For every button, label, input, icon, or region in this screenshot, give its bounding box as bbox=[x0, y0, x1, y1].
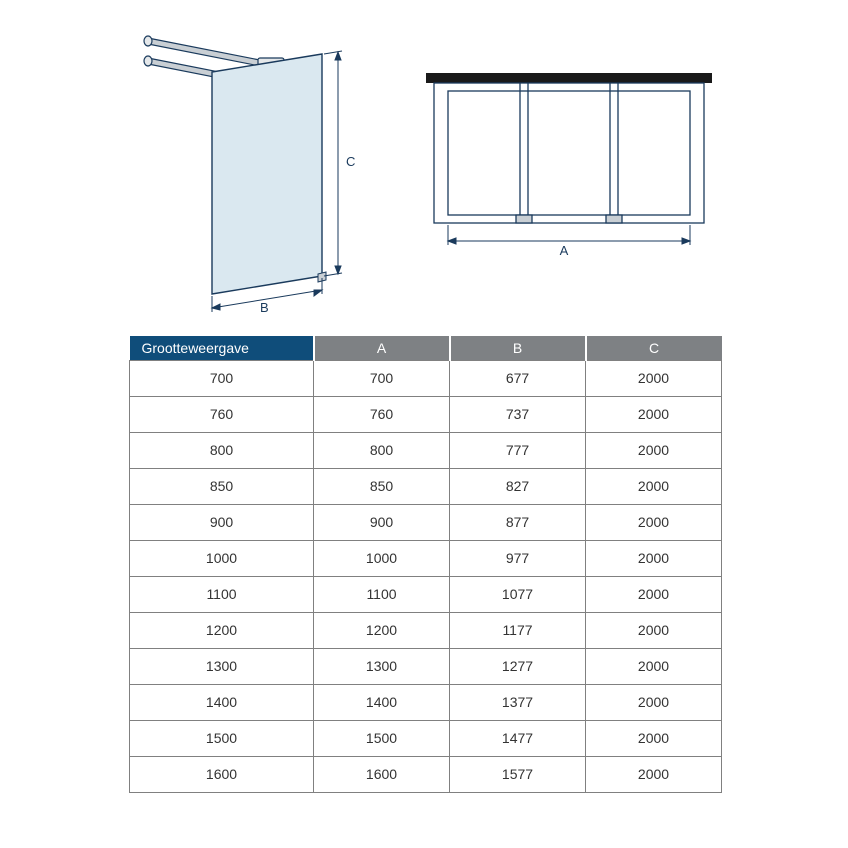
table-cell: 1077 bbox=[450, 576, 586, 612]
table-cell: 1400 bbox=[130, 684, 314, 720]
table-cell: 2000 bbox=[586, 540, 722, 576]
table-row: 1100110010772000 bbox=[130, 576, 722, 612]
table-cell: 760 bbox=[130, 396, 314, 432]
table-cell: 2000 bbox=[586, 756, 722, 792]
table-row: 1400140013772000 bbox=[130, 684, 722, 720]
table-cell: 1600 bbox=[130, 756, 314, 792]
table-cell: 900 bbox=[130, 504, 314, 540]
table-cell: 1400 bbox=[314, 684, 450, 720]
table-cell: 1477 bbox=[450, 720, 586, 756]
table-cell: 1200 bbox=[314, 612, 450, 648]
table-cell: 800 bbox=[130, 432, 314, 468]
col-header-a: A bbox=[314, 336, 450, 360]
col-header-c: C bbox=[586, 336, 722, 360]
table-cell: 1000 bbox=[314, 540, 450, 576]
table-row: 7607607372000 bbox=[130, 396, 722, 432]
table-cell: 1100 bbox=[130, 576, 314, 612]
table-cell: 1277 bbox=[450, 648, 586, 684]
table-cell: 2000 bbox=[586, 648, 722, 684]
table-cell: 2000 bbox=[586, 432, 722, 468]
table-cell: 2000 bbox=[586, 576, 722, 612]
table-cell: 2000 bbox=[586, 504, 722, 540]
table-cell: 800 bbox=[314, 432, 450, 468]
table-cell: 850 bbox=[130, 468, 314, 504]
table-row: 1600160015772000 bbox=[130, 756, 722, 792]
table-cell: 2000 bbox=[586, 720, 722, 756]
table-cell: 900 bbox=[314, 504, 450, 540]
dim-label-b: B bbox=[260, 300, 269, 315]
col-header-size: Grootteweergave bbox=[130, 336, 314, 360]
table-cell: 827 bbox=[450, 468, 586, 504]
col-header-b: B bbox=[450, 336, 586, 360]
table-cell: 677 bbox=[450, 360, 586, 396]
table-cell: 700 bbox=[130, 360, 314, 396]
table-row: 8508508272000 bbox=[130, 468, 722, 504]
table-cell: 1577 bbox=[450, 756, 586, 792]
table-cell: 737 bbox=[450, 396, 586, 432]
table-cell: 2000 bbox=[586, 612, 722, 648]
table-row: 9009008772000 bbox=[130, 504, 722, 540]
table-cell: 1600 bbox=[314, 756, 450, 792]
table-cell: 2000 bbox=[586, 396, 722, 432]
table-cell: 2000 bbox=[586, 468, 722, 504]
table-row: 1500150014772000 bbox=[130, 720, 722, 756]
table-cell: 1177 bbox=[450, 612, 586, 648]
table-cell: 1500 bbox=[314, 720, 450, 756]
table-row: 1300130012772000 bbox=[130, 648, 722, 684]
table-cell: 2000 bbox=[586, 684, 722, 720]
table-cell: 977 bbox=[450, 540, 586, 576]
table-row: 7007006772000 bbox=[130, 360, 722, 396]
dim-label-a: A bbox=[560, 243, 569, 258]
table-cell: 1100 bbox=[314, 576, 450, 612]
table-cell: 760 bbox=[314, 396, 450, 432]
dim-label-c: C bbox=[346, 154, 355, 169]
table-cell: 777 bbox=[450, 432, 586, 468]
table-cell: 850 bbox=[314, 468, 450, 504]
table-cell: 1300 bbox=[130, 648, 314, 684]
table-cell: 1500 bbox=[130, 720, 314, 756]
table-cell: 1300 bbox=[314, 648, 450, 684]
size-table: Grootteweergave A B C 700700677200076076… bbox=[129, 336, 722, 793]
glass-panel bbox=[212, 54, 322, 294]
table-cell: 2000 bbox=[586, 360, 722, 396]
diagram-top: A bbox=[410, 55, 750, 275]
table-cell: 1000 bbox=[130, 540, 314, 576]
table-row: 100010009772000 bbox=[130, 540, 722, 576]
diagram-area: C B bbox=[0, 0, 848, 325]
table-row: 1200120011772000 bbox=[130, 612, 722, 648]
table-cell: 1200 bbox=[130, 612, 314, 648]
table-header-row: Grootteweergave A B C bbox=[130, 336, 722, 360]
table-cell: 877 bbox=[450, 504, 586, 540]
table-row: 8008007772000 bbox=[130, 432, 722, 468]
table-cell: 1377 bbox=[450, 684, 586, 720]
table-cell: 700 bbox=[314, 360, 450, 396]
size-table-container: Grootteweergave A B C 700700677200076076… bbox=[129, 336, 721, 793]
